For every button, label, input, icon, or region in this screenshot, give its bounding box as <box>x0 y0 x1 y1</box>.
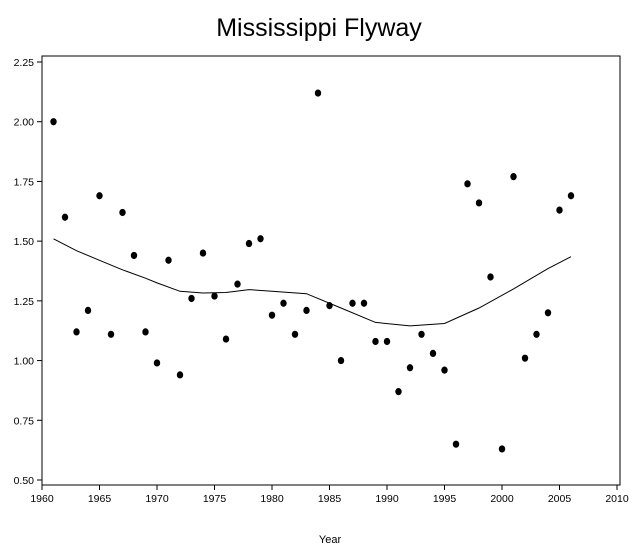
x-tick-label: 2010 <box>605 493 629 505</box>
data-point <box>142 328 149 336</box>
data-point <box>84 306 92 315</box>
data-point <box>303 306 310 315</box>
x-axis: 1960 1965 1970 1975 1980 1985 1990 1995 2000 2005… <box>30 485 629 505</box>
y-tick-label: 0.50 <box>14 475 35 487</box>
data-point <box>119 208 126 217</box>
y-tick-label: 1.50 <box>14 236 35 248</box>
y-tick-label: 2.25 <box>14 57 35 69</box>
plot-area: 1960 1965 1970 1975 1980 1985 1990 1995 2000 2005… <box>14 55 629 505</box>
data-point <box>533 330 540 338</box>
data-point <box>96 192 103 200</box>
x-tick-label: 1990 <box>375 493 399 505</box>
data-point <box>487 273 494 281</box>
x-tick-label: 1985 <box>318 493 342 505</box>
data-point <box>50 118 57 126</box>
data-point <box>441 366 448 374</box>
data-point <box>556 206 563 214</box>
x-axis-label: Year <box>319 534 342 546</box>
data-point <box>521 354 529 362</box>
data-point <box>337 356 345 365</box>
data-point <box>510 173 517 181</box>
x-tick-label: 1995 <box>433 493 457 505</box>
data-point <box>360 299 368 307</box>
data-point <box>257 235 264 243</box>
y-axis: 0.50 0.75 1.00 1.25 1.50 1.75 2.00 2.25 <box>14 57 42 487</box>
data-point <box>349 299 356 307</box>
data-point <box>383 337 391 346</box>
data-point <box>280 299 287 307</box>
data-points <box>50 89 575 453</box>
data-point <box>188 294 195 303</box>
x-tick-label: 2005 <box>548 493 572 505</box>
trend-line <box>53 238 572 327</box>
data-point <box>153 359 161 367</box>
x-tick-label: 1975 <box>203 493 227 505</box>
data-point <box>418 330 425 338</box>
data-point <box>165 256 172 264</box>
y-tick-label: 1.25 <box>14 296 35 308</box>
data-point <box>464 180 471 188</box>
data-point <box>372 337 379 346</box>
x-tick-label: 1965 <box>88 493 112 505</box>
plot-frame <box>41 55 621 486</box>
data-point <box>199 249 207 257</box>
data-point <box>429 349 437 358</box>
data-point <box>245 239 253 248</box>
x-tick-label: 1980 <box>260 493 284 505</box>
data-point <box>544 309 552 317</box>
data-point <box>475 199 483 207</box>
data-point <box>498 445 506 453</box>
y-tick-label: 1.00 <box>14 356 35 368</box>
data-point <box>395 388 402 396</box>
chart-title: Mississippi Flyway <box>216 14 422 42</box>
data-point <box>268 311 276 319</box>
data-point <box>326 302 333 310</box>
data-point <box>61 213 69 221</box>
data-point <box>73 328 80 336</box>
data-point <box>452 440 460 448</box>
data-point <box>211 292 218 300</box>
y-tick-label: 2.00 <box>14 117 35 129</box>
data-point <box>222 335 230 343</box>
data-point <box>314 89 322 97</box>
data-point <box>567 192 575 200</box>
data-point <box>130 251 138 260</box>
data-point <box>234 280 241 288</box>
y-tick-label: 0.75 <box>14 415 35 427</box>
data-point <box>291 330 299 338</box>
x-tick-label: 2000 <box>490 493 514 505</box>
data-point <box>107 330 115 338</box>
data-point <box>406 364 414 372</box>
data-point <box>176 371 184 379</box>
y-tick-label: 1.75 <box>14 176 35 188</box>
x-tick-label: 1960 <box>30 493 54 505</box>
x-tick-label: 1970 <box>145 493 169 505</box>
